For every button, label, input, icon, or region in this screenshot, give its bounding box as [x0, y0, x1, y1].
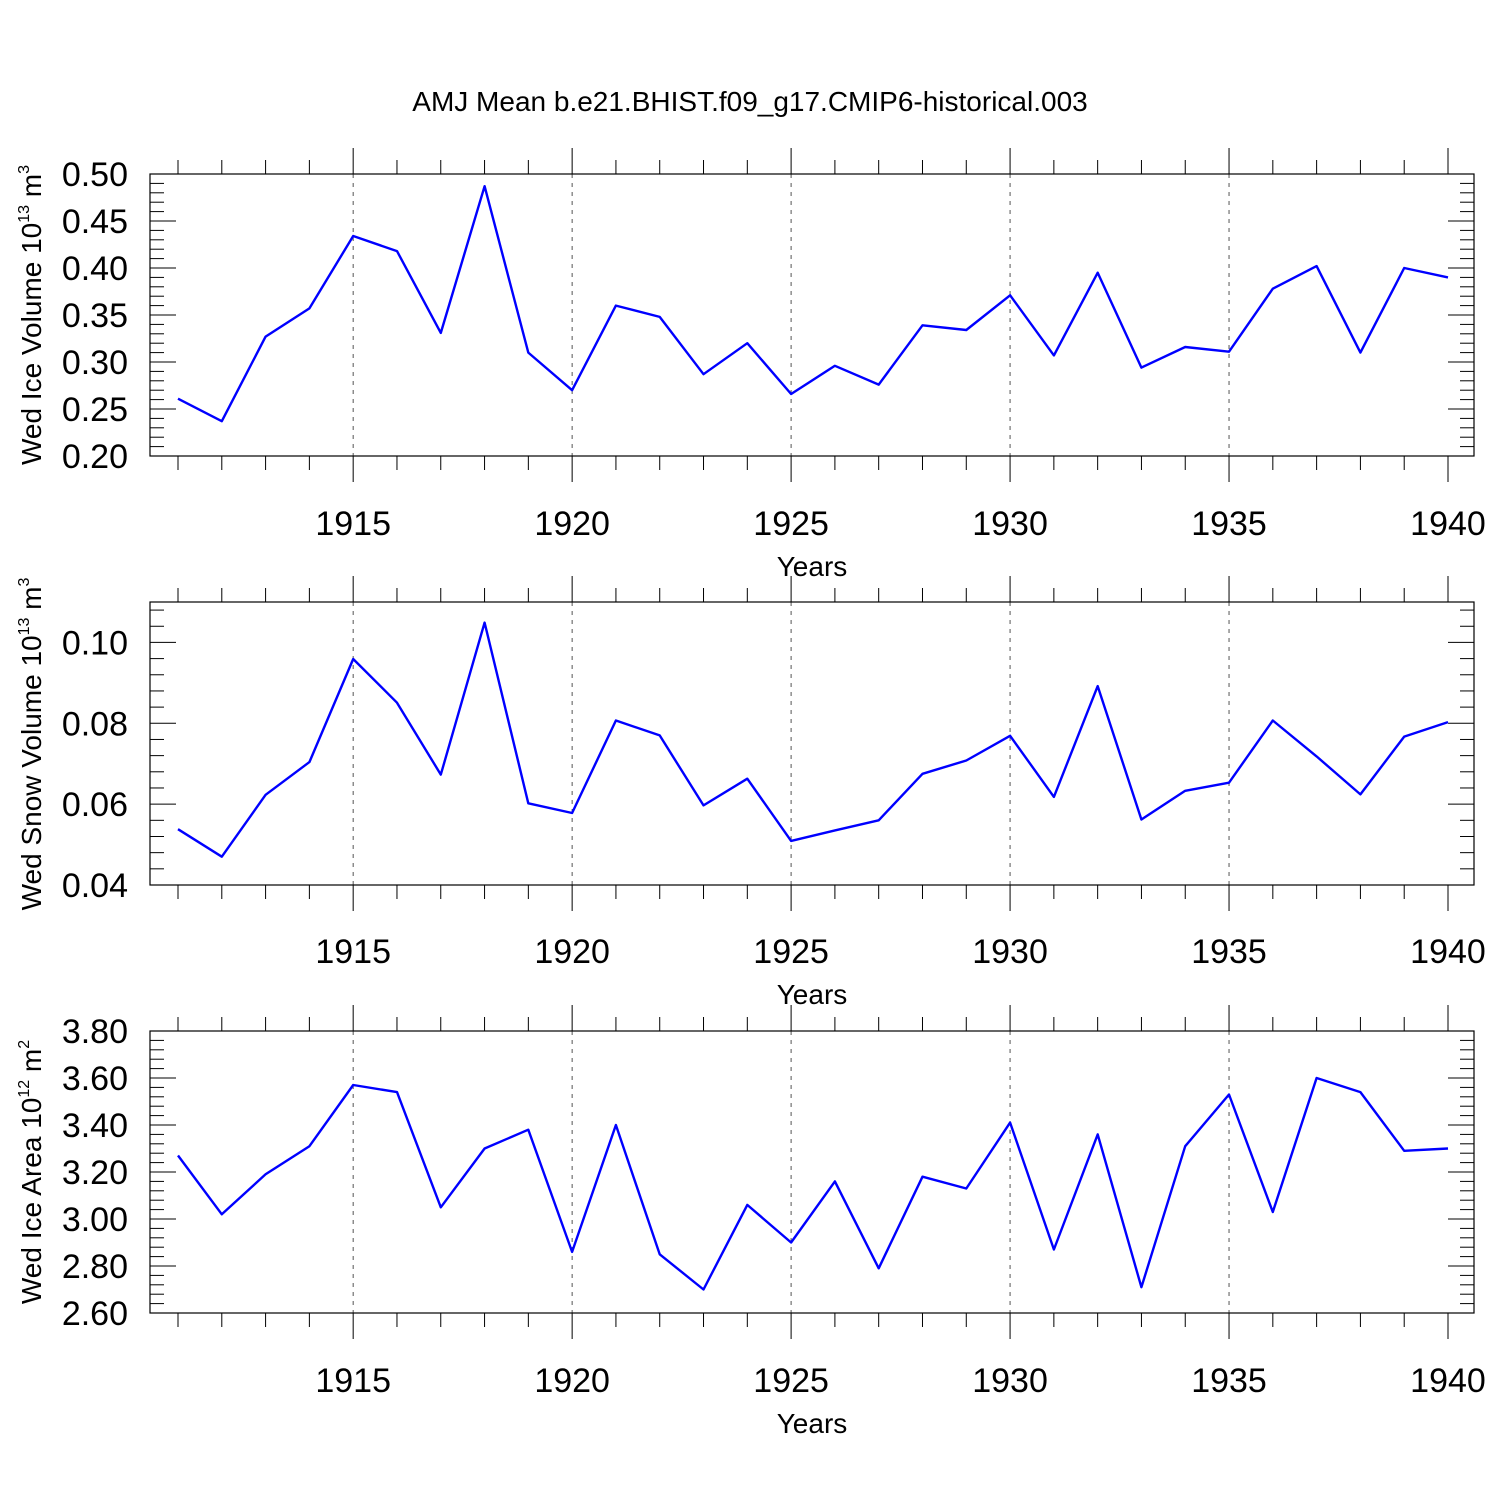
x-tick-label: 1940 — [1410, 505, 1486, 543]
x-tick-label: 1920 — [534, 505, 610, 543]
y-tick-label: 0.04 — [62, 867, 128, 905]
y-tick-label: 3.00 — [62, 1201, 128, 1239]
x-tick-label: 1940 — [1410, 933, 1486, 971]
y-tick-label: 0.35 — [62, 297, 128, 335]
y-tick-label: 3.40 — [62, 1107, 128, 1145]
y-axis-label-unit-exponent: 3 — [16, 578, 33, 587]
y-axis-label-exponent: 13 — [16, 205, 33, 223]
y-axis-label: Wed Snow Volume 1013 m3 — [16, 578, 47, 911]
x-tick-label: 1920 — [534, 1362, 610, 1400]
x-tick-label: 1915 — [315, 933, 391, 971]
snow-volume-series-line — [177, 621, 1449, 858]
plot-frame — [149, 173, 1475, 457]
ice-volume-panel: 0.20 0.25 0.30 0.35 0.40 0.45 0.50 1915 1920 192… — [16, 148, 1486, 582]
y-tick-label: 3.20 — [62, 1154, 128, 1192]
x-tick-label: 1925 — [753, 933, 829, 971]
y-tick-label: 3.80 — [62, 1013, 128, 1051]
y-axis-label-exponent: 12 — [16, 1080, 33, 1098]
ice-volume-series-line — [177, 184, 1449, 423]
plot-frame — [149, 601, 1475, 886]
x-tick-label: 1925 — [753, 1362, 829, 1400]
y-tick-label: 0.08 — [62, 705, 128, 743]
y-tick-label: 2.80 — [62, 1248, 128, 1286]
x-tick-label: 1925 — [753, 505, 829, 543]
ice-area-panel: 2.60 2.80 3.00 3.20 3.40 3.60 3.80 1915 1920 192… — [16, 1005, 1486, 1439]
x-axis-label: Years — [777, 1408, 848, 1439]
y-tick-label: 0.40 — [62, 250, 128, 288]
y-axis-label-main: Wed Ice Volume 10 — [16, 223, 47, 465]
x-tick-label: 1920 — [534, 933, 610, 971]
x-tick-label: 1930 — [972, 933, 1048, 971]
y-axis-label-unit: m — [16, 174, 47, 205]
y-tick-label: 0.10 — [62, 624, 128, 662]
y-tick-label: 0.45 — [62, 203, 128, 241]
y-axis-label-exponent: 13 — [16, 618, 33, 636]
y-axis-label: Wed Ice Area 1012 m2 — [16, 1040, 47, 1304]
y-tick-label: 0.06 — [62, 786, 128, 824]
y-tick-label: 3.60 — [62, 1060, 128, 1098]
y-axis-label-unit-exponent: 3 — [16, 165, 33, 174]
y-tick-label: 2.60 — [62, 1295, 128, 1333]
y-tick-label: 0.25 — [62, 391, 128, 429]
x-tick-label: 1915 — [315, 1362, 391, 1400]
x-tick-label: 1930 — [972, 505, 1048, 543]
chart-title: AMJ Mean b.e21.BHIST.f09_g17.CMIP6-histo… — [412, 86, 1087, 117]
x-tick-label: 1935 — [1191, 505, 1267, 543]
snow-volume-panel: 0.04 0.06 0.08 0.10 1915 1920 1925 1930 1935 194… — [16, 576, 1486, 1010]
y-axis-label-main: Wed Snow Volume 10 — [16, 635, 47, 910]
x-axis-label: Years — [777, 551, 848, 582]
plot-frame — [149, 1030, 1475, 1314]
y-tick-label: 0.30 — [62, 344, 128, 382]
y-axis-label-unit-exponent: 2 — [16, 1040, 33, 1049]
y-axis-label-unit: m — [16, 587, 47, 618]
x-tick-label: 1930 — [972, 1362, 1048, 1400]
x-tick-label: 1935 — [1191, 1362, 1267, 1400]
y-axis-label-unit: m — [16, 1049, 47, 1080]
x-axis-label: Years — [777, 979, 848, 1010]
x-tick-label: 1915 — [315, 505, 391, 543]
y-tick-label: 0.20 — [62, 438, 128, 476]
ice-area-series-line — [177, 1076, 1449, 1291]
y-tick-label: 0.50 — [62, 156, 128, 194]
y-axis-label: Wed Ice Volume 1013 m3 — [16, 165, 47, 465]
y-axis-label-main: Wed Ice Area 10 — [16, 1098, 47, 1305]
x-tick-label: 1935 — [1191, 933, 1267, 971]
x-tick-label: 1940 — [1410, 1362, 1486, 1400]
